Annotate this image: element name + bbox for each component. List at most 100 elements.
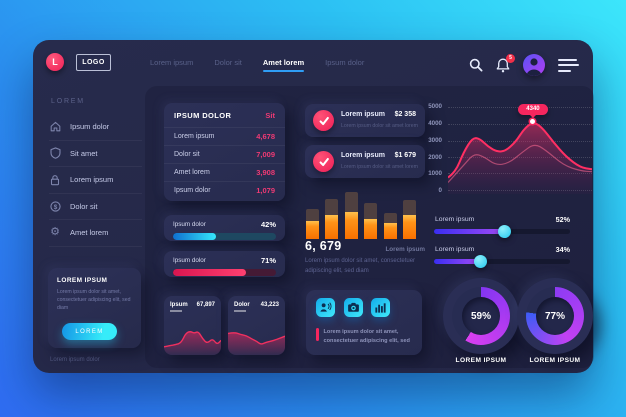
mini-area-chart xyxy=(164,331,221,355)
notification-badge: 5 xyxy=(506,53,515,63)
bar-fill xyxy=(306,221,319,239)
stat-title: Lorem ipsum xyxy=(341,152,385,159)
promo-body: Lorem ipsum dolor sit amet, consectetuer… xyxy=(57,289,131,312)
bar-fill xyxy=(383,223,397,239)
camera-icon[interactable] xyxy=(343,298,363,317)
sidebar-item-ipsum-dolor[interactable]: Ipsum dolor xyxy=(49,114,142,141)
sidebar-item-label: Dolor sit xyxy=(70,201,98,211)
table-row: Lorem ipsum 4,678 xyxy=(164,127,285,145)
bar-fill xyxy=(325,215,339,239)
quick-actions-note: Lorem ipsum dolor sit amet, consectetuer… xyxy=(316,328,419,345)
stat-subtitle: Lorem ipsum dolor sit amet lorem xyxy=(341,164,418,170)
sidebar-menu: Ipsum dolor Sit amet Lorem ipsum $ Dolor… xyxy=(49,114,142,247)
row-label: Amet lorem xyxy=(174,169,210,176)
mini-area-chart xyxy=(228,332,285,355)
sidebar-item-sit-amet[interactable]: Sit amet xyxy=(49,141,142,167)
check-icon xyxy=(313,110,334,131)
bell-icon[interactable]: 5 xyxy=(496,53,515,73)
gear-icon: ⚙ xyxy=(50,226,60,239)
chart-marker-dot xyxy=(530,119,536,125)
slider-fill xyxy=(434,229,505,234)
sidebar-item-label: Sit amet xyxy=(70,148,98,158)
slider-percent: 52% xyxy=(555,215,570,224)
slider-label: Lorem ipsum xyxy=(435,216,475,223)
sidebar-item-amet-lorem[interactable]: ⚙ Amet lorem xyxy=(49,220,142,247)
donut-label: LOREM IPSUM xyxy=(455,357,507,364)
menu-line xyxy=(558,64,579,66)
table-row: Amet lorem 3,908 xyxy=(164,163,285,181)
bar xyxy=(306,209,319,239)
stat-card: Lorem ipsum $2 358 Lorem ipsum dolor sit… xyxy=(305,104,425,137)
row-value: 7,009 xyxy=(256,150,275,159)
progress-card: Ipsum dolor 71% xyxy=(164,251,285,277)
user-sound-icon[interactable] xyxy=(316,298,335,317)
promo-title: LOREM IPSUM xyxy=(57,277,108,284)
stat-value: $2 358 xyxy=(394,111,416,118)
promo-button[interactable]: LOREM xyxy=(62,323,117,340)
bar-chart-description: Lorem ipsum dolor sit amet, consectetuer… xyxy=(305,258,416,274)
nav-item-ipsum-dolor[interactable]: Ipsum dolor xyxy=(325,58,365,67)
mini-chart-value: 43,223 xyxy=(260,302,279,308)
y-axis-tick: 0 xyxy=(438,187,442,194)
slider-percent: 34% xyxy=(555,245,570,254)
stat-value: $1 679 xyxy=(394,152,416,159)
quick-actions-card: Lorem ipsum dolor sit amet, consectetuer… xyxy=(306,290,422,355)
donut-percent: 77% xyxy=(536,297,574,335)
slider-knob[interactable] xyxy=(473,255,487,268)
equalizer-bar-chart xyxy=(306,190,416,239)
progress-percent: 42% xyxy=(260,220,276,229)
table-header: IPSUM DOLOR Sit xyxy=(164,103,285,127)
donut-percent: 59% xyxy=(462,297,500,335)
lock-icon xyxy=(49,174,61,186)
sidebar-item-dolor-sit[interactable]: $ Dolor sit xyxy=(49,194,142,220)
sidebar-item-lorem-ipsum[interactable]: Lorem ipsum xyxy=(49,167,142,194)
bar xyxy=(344,192,358,239)
header-actions: 5 xyxy=(469,53,579,77)
y-axis-tick: 5000 xyxy=(428,103,442,110)
person-icon xyxy=(526,58,542,76)
table-row: Dolor sit 7,009 xyxy=(164,145,285,163)
logo-text: LOGO xyxy=(82,59,105,66)
shield-icon xyxy=(49,147,61,160)
bar xyxy=(364,203,378,239)
mini-chart-value: 67,897 xyxy=(196,302,215,308)
bar xyxy=(325,199,339,239)
bar xyxy=(383,213,397,239)
row-label: Ipsum dolor xyxy=(174,187,211,194)
gridline xyxy=(448,124,592,125)
dashboard-panel: L LOGO Lorem ipsum Dolor sit Amet lorem … xyxy=(33,40,594,373)
logo-badge[interactable]: L xyxy=(46,53,64,71)
logo[interactable]: LOGO xyxy=(76,54,111,71)
main-nav: Lorem ipsum Dolor sit Amet lorem Ipsum d… xyxy=(150,58,365,72)
bar-chart-icon[interactable] xyxy=(371,298,390,317)
nav-item-dolor-sit[interactable]: Dolor sit xyxy=(214,58,242,67)
row-label: Lorem ipsum xyxy=(174,133,215,140)
slider[interactable] xyxy=(434,225,570,238)
table-row: Ipsum dolor 1,079 xyxy=(164,181,285,199)
chart-tooltip: 4340 xyxy=(517,103,548,118)
sidebar-item-label: Ipsum dolor xyxy=(70,122,110,132)
slider-label: Lorem ipsum xyxy=(435,246,475,253)
stat-title: Lorem ipsum xyxy=(341,111,385,118)
logo-letter: L xyxy=(52,57,58,67)
search-icon[interactable] xyxy=(469,58,483,72)
svg-text:$: $ xyxy=(53,204,57,211)
slider-knob[interactable] xyxy=(498,225,512,238)
row-value: 4,678 xyxy=(256,132,275,141)
y-axis-tick: 4000 xyxy=(428,120,442,127)
slider[interactable] xyxy=(434,255,570,268)
nav-item-lorem-ipsum[interactable]: Lorem ipsum xyxy=(150,58,194,67)
menu-line xyxy=(558,69,571,72)
row-value: 1,079 xyxy=(256,186,275,195)
row-value: 3,908 xyxy=(256,168,275,177)
avatar[interactable] xyxy=(523,54,545,76)
sidebar-item-label: Lorem ipsum xyxy=(70,175,114,185)
nav-item-amet-lorem[interactable]: Amet lorem xyxy=(262,58,305,72)
accent-bar xyxy=(316,328,319,341)
bar xyxy=(402,200,416,239)
progress-fill xyxy=(173,232,217,240)
menu-icon[interactable] xyxy=(558,58,579,72)
check-icon xyxy=(313,151,334,172)
data-table-card: IPSUM DOLOR Sit Lorem ipsum 4,678 Dolor … xyxy=(164,103,285,201)
stat-card: Lorem ipsum $1 679 Lorem ipsum dolor sit… xyxy=(305,145,425,178)
